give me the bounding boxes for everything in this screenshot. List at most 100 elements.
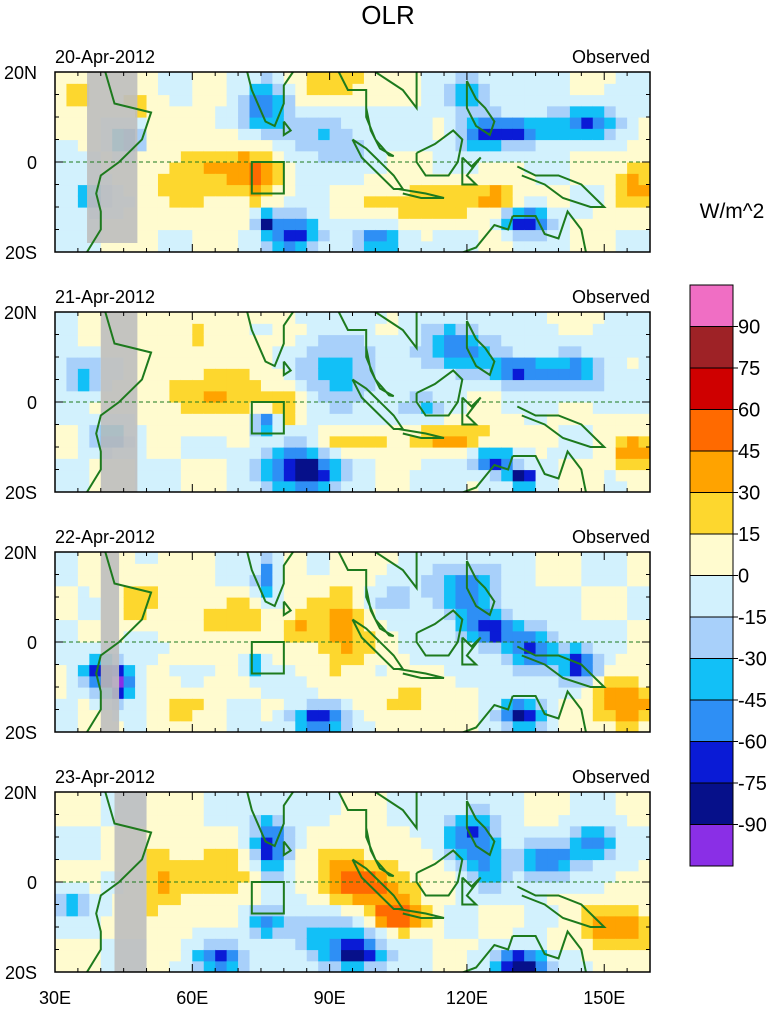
field-cell <box>627 312 640 324</box>
field-cell <box>306 229 319 242</box>
field-cell <box>501 413 514 426</box>
field-cell <box>329 357 342 369</box>
field-cell <box>592 552 605 564</box>
field-cell <box>226 664 239 677</box>
field-cell <box>341 162 354 174</box>
field-cell <box>215 390 228 403</box>
field-cell <box>592 117 605 129</box>
field-cell <box>135 552 148 564</box>
field-cell <box>478 882 491 894</box>
field-cell <box>249 619 262 632</box>
field-cell <box>226 72 239 84</box>
field-cell <box>66 552 79 564</box>
field-cell <box>272 893 285 906</box>
field-cell <box>180 379 193 392</box>
field-cell <box>604 597 617 609</box>
field-cell <box>215 207 228 219</box>
field-cell <box>341 792 354 804</box>
field-cell <box>55 619 68 632</box>
panel-field <box>55 72 650 252</box>
field-cell <box>501 312 514 324</box>
field-cell <box>478 619 491 632</box>
field-cell <box>306 162 319 174</box>
field-cell <box>272 357 285 369</box>
field-cell <box>341 938 354 951</box>
field-cell <box>592 128 605 141</box>
field-cell <box>455 608 468 621</box>
field-cell <box>306 927 319 939</box>
field-cell <box>341 150 354 163</box>
colorbar-swatch <box>689 658 734 701</box>
field-cell <box>478 128 491 141</box>
field-cell <box>615 184 628 197</box>
field-cell <box>283 698 296 711</box>
field-cell <box>329 664 342 677</box>
x-tick-label: 30E <box>39 988 71 1008</box>
field-cell <box>363 105 376 118</box>
field-cell <box>398 619 411 632</box>
field-cell <box>615 870 628 883</box>
field-cell <box>512 574 525 587</box>
field-cell <box>569 424 582 437</box>
field-cell <box>489 814 502 827</box>
field-cell <box>226 218 239 231</box>
field-cell <box>272 184 285 197</box>
field-cell <box>409 117 422 129</box>
field-cell <box>77 698 90 711</box>
field-cell <box>77 229 90 242</box>
field-cell <box>215 574 228 587</box>
field-cell <box>146 334 159 347</box>
field-cell <box>306 424 319 437</box>
field-cell <box>272 83 285 96</box>
field-cell <box>135 345 148 358</box>
field-cell <box>615 323 628 336</box>
field-cell <box>226 390 239 403</box>
field-cell <box>581 630 594 643</box>
field-cell <box>558 469 571 482</box>
field-cell <box>409 687 422 699</box>
field-cell <box>627 229 640 242</box>
field-cell <box>627 675 640 688</box>
field-cell <box>569 105 582 118</box>
field-cell <box>169 825 182 838</box>
field-cell <box>615 608 628 621</box>
field-cell <box>547 83 560 96</box>
field-cell <box>146 882 159 894</box>
field-cell <box>55 139 68 152</box>
field-cell <box>363 642 376 654</box>
field-cell <box>592 402 605 414</box>
field-cell <box>295 960 308 972</box>
field-cell <box>627 949 640 962</box>
field-cell <box>192 424 205 437</box>
field-cell <box>203 552 216 564</box>
field-cell <box>215 664 228 677</box>
field-cell <box>215 630 228 643</box>
field-cell <box>146 345 159 358</box>
field-cell <box>226 870 239 883</box>
field-cell <box>329 105 342 118</box>
field-cell <box>169 173 182 186</box>
field-cell <box>604 915 617 928</box>
field-cell <box>55 870 68 883</box>
field-cell <box>409 469 422 482</box>
field-cell <box>638 379 650 392</box>
field-cell <box>421 825 434 838</box>
field-cell <box>66 184 79 197</box>
field-cell <box>238 664 251 677</box>
field-cell <box>466 915 479 928</box>
field-cell <box>512 390 525 403</box>
field-cell <box>157 323 171 336</box>
field-cell <box>363 435 376 448</box>
field-cell <box>604 585 617 598</box>
field-cell <box>569 904 582 917</box>
field-cell <box>272 859 285 872</box>
field-cell <box>421 368 434 381</box>
field-cell <box>444 334 457 347</box>
field-cell <box>375 469 388 482</box>
field-cell <box>547 72 560 84</box>
field-cell <box>295 480 308 492</box>
field-cell <box>363 915 376 928</box>
field-cell <box>569 949 582 962</box>
